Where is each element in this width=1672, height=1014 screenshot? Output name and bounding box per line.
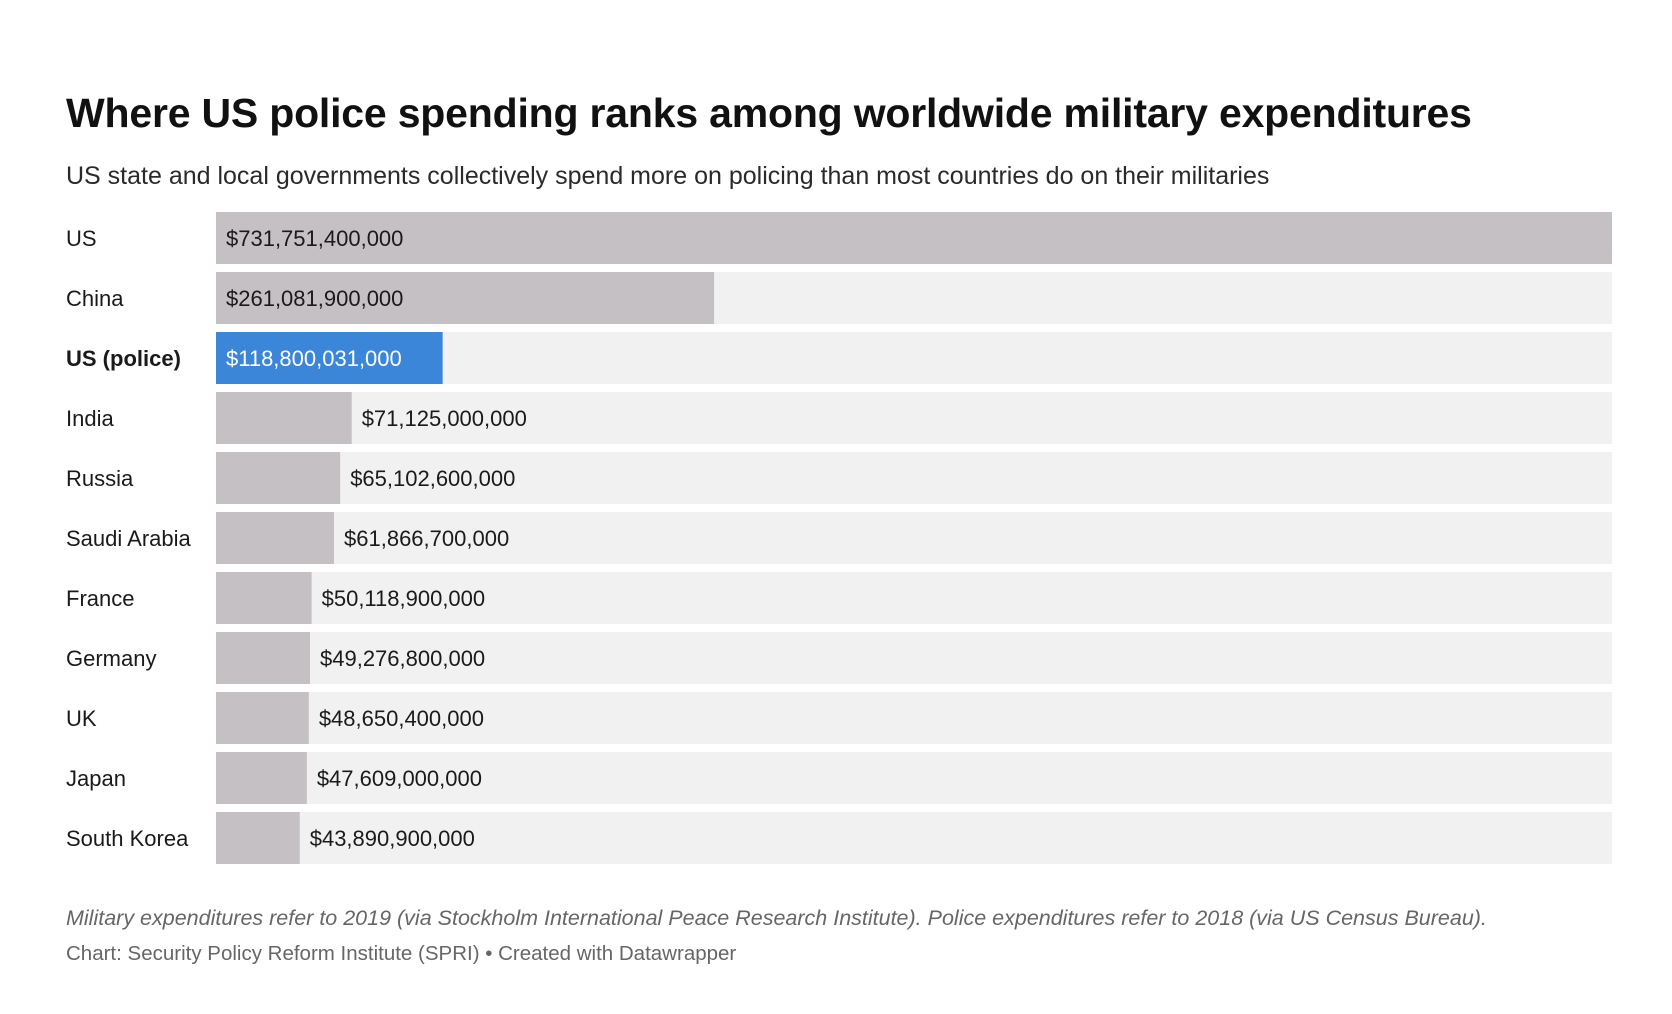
bar-track-japan	[216, 752, 1612, 804]
bar-track-france	[216, 572, 1612, 624]
bar-row-china: China $261,081,900,000	[66, 272, 1612, 324]
bar-japan	[216, 752, 307, 804]
category-label-japan: Japan	[66, 766, 126, 791]
bar-germany	[216, 632, 311, 684]
bar-row-saudi-arabia: Saudi Arabia $61,866,700,000	[66, 512, 1612, 564]
bar-row-france: France $50,118,900,000	[66, 572, 1612, 624]
bar-row-germany: Germany $49,276,800,000	[66, 632, 1612, 684]
category-label-uk: UK	[66, 706, 97, 731]
value-label-uk: $48,650,400,000	[319, 706, 484, 731]
bar-track-uk	[216, 692, 1612, 744]
value-label-india: $71,125,000,000	[362, 406, 527, 431]
category-label-us-police: US (police)	[66, 346, 181, 371]
category-label-india: India	[66, 406, 114, 431]
bar-china	[216, 272, 715, 324]
bar-south-korea	[216, 812, 300, 864]
bar-row-us: US $731,751,400,000	[66, 212, 1612, 264]
bar-track-saudi-arabia	[216, 512, 1612, 564]
value-label-us-police: $118,800,031,000	[226, 346, 402, 371]
bar-track-india	[216, 392, 1612, 444]
value-label-south-korea: $43,890,900,000	[310, 826, 475, 851]
bar-row-russia: Russia $65,102,600,000	[66, 452, 1612, 504]
bar-row-us-police: US (police) $118,800,031,000	[66, 332, 1612, 384]
chart-note: Military expenditures refer to 2019 (via…	[66, 906, 1487, 930]
bar-row-japan: Japan $47,609,000,000	[66, 752, 1612, 804]
bar-france	[216, 572, 312, 624]
bar-row-uk: UK $48,650,400,000	[66, 692, 1612, 744]
category-label-south-korea: South Korea	[66, 826, 189, 851]
value-label-russia: $65,102,600,000	[350, 466, 515, 491]
bar-saudi-arabia	[216, 512, 335, 564]
category-label-germany: Germany	[66, 646, 156, 671]
value-label-france: $50,118,900,000	[322, 586, 486, 611]
value-label-us: $731,751,400,000	[226, 226, 403, 251]
chart-title: Where US police spending ranks among wor…	[66, 90, 1472, 136]
value-label-china: $261,081,900,000	[226, 286, 403, 311]
bar-uk	[216, 692, 309, 744]
chart-subtitle: US state and local governments collectiv…	[66, 162, 1270, 190]
category-label-russia: Russia	[66, 466, 134, 491]
value-label-saudi-arabia: $61,866,700,000	[344, 526, 509, 551]
bar-russia	[216, 452, 341, 504]
bar-us-police	[216, 332, 443, 384]
category-label-us: US	[66, 226, 97, 251]
category-label-france: France	[66, 586, 134, 611]
value-label-germany: $49,276,800,000	[320, 646, 485, 671]
bar-us	[216, 212, 1612, 264]
chart-source: Chart: Security Policy Reform Institute …	[66, 942, 737, 965]
bar-track-germany	[216, 632, 1612, 684]
bar-row-south-korea: South Korea $43,890,900,000	[66, 812, 1612, 864]
category-label-china: China	[66, 286, 124, 311]
bar-india	[216, 392, 352, 444]
bar-row-india: India $71,125,000,000	[66, 392, 1612, 444]
category-label-saudi-arabia: Saudi Arabia	[66, 526, 192, 551]
bar-track-south-korea	[216, 812, 1612, 864]
value-label-japan: $47,609,000,000	[317, 766, 482, 791]
bar-track-us-police	[216, 332, 1612, 384]
bar-track-russia	[216, 452, 1612, 504]
